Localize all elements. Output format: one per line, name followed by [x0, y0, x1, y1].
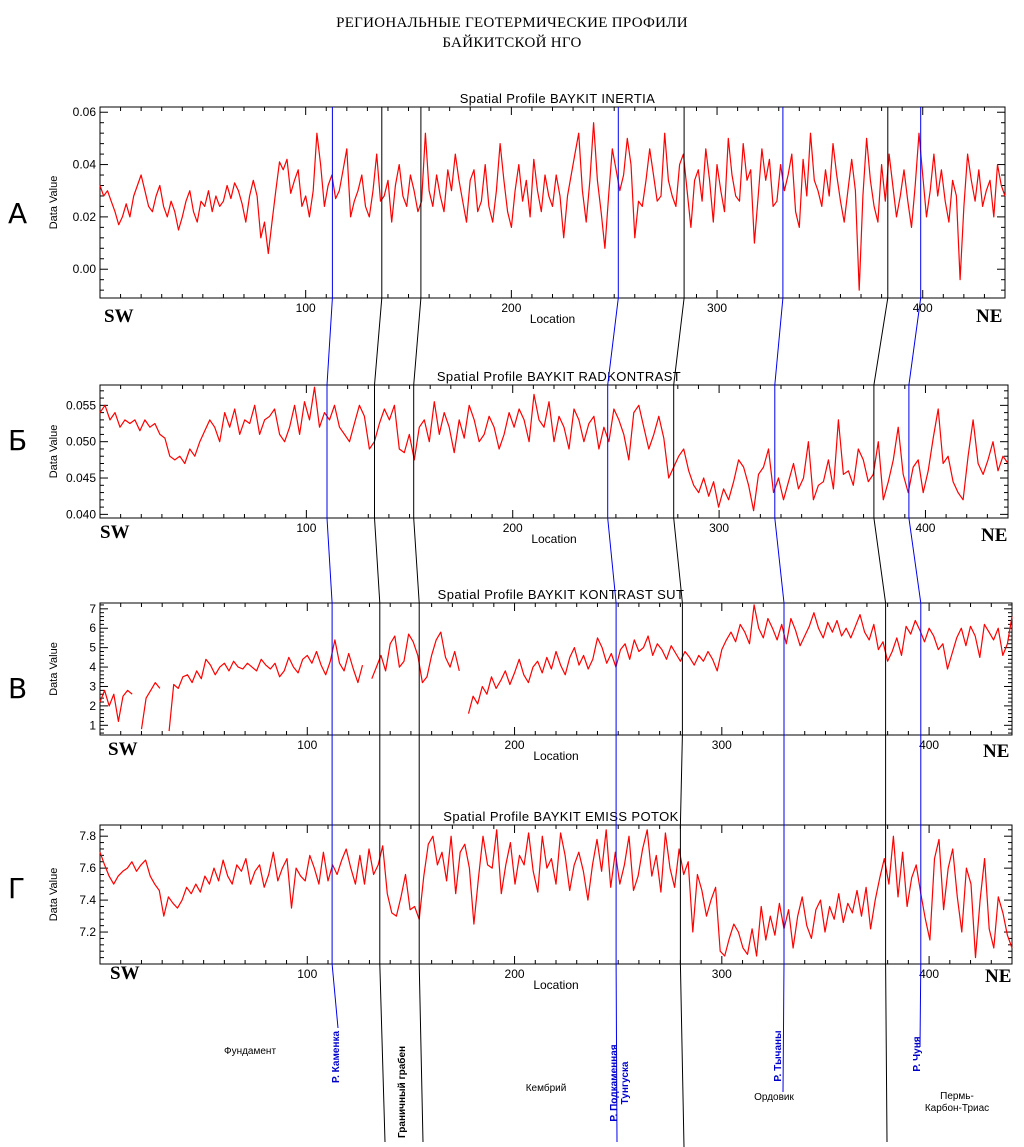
chart-title: Spatial Profile BAYKIT RADKONTRAST — [437, 369, 681, 384]
river-label-tychany: Р. Тычаны — [773, 1030, 784, 1082]
river-label-kamenka: Р. Каменка — [331, 1030, 342, 1084]
zone-label-ordovik: Ордовик — [754, 1092, 794, 1103]
y-tick-label: 1 — [89, 718, 96, 732]
x-tick-label: 400 — [919, 738, 939, 752]
panel-3: Spatial Profile BAYKIT KONTRAST SUT 1 2 3 4 5… — [48, 587, 1013, 763]
y-tick-label: 7.2 — [79, 925, 96, 939]
sw-label-b: SW — [100, 522, 130, 543]
boundary-line-2 — [374, 107, 386, 1143]
series-line-1 — [99, 604, 1013, 732]
chart-title: Spatial Profile BAYKIT INERTIA — [460, 91, 656, 106]
ne-label-a: NE — [976, 306, 1003, 327]
x-tick-label: 100 — [297, 738, 317, 752]
zone-label-fundament: Фундамент — [223, 1046, 277, 1057]
river-line-4 — [607, 107, 619, 1143]
x-tick-label: 100 — [297, 967, 317, 981]
y-axis-label: Data Value — [48, 176, 60, 230]
x-tick-label: 200 — [505, 738, 525, 752]
plot-frame — [99, 602, 1013, 736]
boundary-line-5 — [673, 107, 685, 1147]
y-tick-label: 0.040 — [66, 507, 96, 521]
y-tick-label: 7.4 — [79, 893, 96, 907]
x-axis-label: Location — [530, 312, 575, 326]
y-tick-label: 0.00 — [73, 262, 97, 276]
y-tick-label: 0.04 — [73, 158, 97, 172]
x-tick-label: 300 — [712, 967, 732, 981]
sw-label-v: SW — [108, 739, 138, 760]
chart-title: Spatial Profile BAYKIT KONTRAST SUT — [438, 587, 685, 602]
series-line-1 — [99, 829, 1013, 959]
river-line-6 — [774, 107, 785, 1093]
x-axis-label: Location — [533, 978, 578, 992]
panel-letter-v: В — [8, 672, 28, 705]
panel-2: Spatial Profile BAYKIT RADKONTRAST 0.040 0… — [48, 369, 1009, 546]
x-tick-label: 400 — [919, 967, 939, 981]
x-tick-label: 100 — [296, 301, 316, 315]
x-tick-label: 200 — [501, 301, 521, 315]
y-axis-label: Data Value — [48, 868, 60, 922]
panel-4: Spatial Profile BAYKIT EMISS POTOK 7.2 7.4… — [48, 809, 1013, 992]
x-tick-label: 300 — [709, 521, 729, 535]
boundary-line-7 — [873, 107, 889, 1143]
series-line-1 — [99, 386, 1009, 512]
x-axis-label: Location — [531, 532, 576, 546]
ne-label-b: NE — [981, 525, 1008, 546]
y-tick-label: 7 — [89, 602, 96, 616]
y-tick-label: 7.8 — [79, 829, 96, 843]
y-tick-label: 0.06 — [73, 105, 97, 119]
river-line-8 — [908, 107, 922, 1048]
y-tick-label: 0.050 — [66, 435, 96, 449]
y-axis-label: Data Value — [48, 425, 60, 479]
x-tick-label: 400 — [913, 301, 933, 315]
chart-title: Spatial Profile BAYKIT EMISS POTOK — [443, 809, 678, 824]
zone-label-kembriy: Кембрий — [525, 1083, 567, 1094]
x-tick-label: 200 — [505, 967, 525, 981]
river-line-1 — [326, 107, 339, 1029]
y-axis-label: Data Value — [48, 642, 60, 696]
y-tick-label: 0.045 — [66, 471, 96, 485]
series-line-1 — [99, 122, 1006, 291]
x-tick-label: 200 — [503, 521, 523, 535]
x-tick-label: 300 — [712, 738, 732, 752]
river-label-podkamennaya-tunguska: Р. Подкаменная Тунгуска — [609, 1044, 631, 1122]
x-tick-label: 300 — [707, 301, 727, 315]
x-tick-label: 100 — [296, 521, 316, 535]
panel-letter-a: А — [8, 197, 28, 230]
panel-1: Spatial Profile BAYKIT INERTIA 0.00 0.02 0.… — [48, 91, 1006, 326]
plot-frame — [99, 384, 1009, 519]
panel-letter-g: Г — [8, 872, 26, 905]
figure-title-line2: БАЙКИТСКОЙ НГО — [442, 35, 582, 51]
panel-letter-b: Б — [8, 424, 28, 457]
boundary-label-graben: Граничный грабен — [397, 1045, 408, 1138]
ne-label-v: NE — [983, 741, 1010, 762]
boundary-line-3 — [413, 107, 424, 1143]
figure-title-line1: РЕГИОНАЛЬНЫЕ ГЕОТЕРМИЧЕСКИЕ ПРОФИЛИ — [336, 15, 688, 31]
y-tick-label: 2 — [89, 699, 96, 713]
plot-frame — [99, 824, 1013, 965]
y-tick-label: 5 — [89, 641, 96, 655]
y-tick-label: 4 — [89, 660, 96, 674]
y-tick-label: 7.6 — [79, 861, 96, 875]
river-label-chunya: Р. Чуня — [912, 1036, 923, 1072]
sw-label-g: SW — [110, 963, 140, 984]
chart-panels: Spatial Profile BAYKIT INERTIA 0.00 0.02 0.… — [48, 91, 1013, 992]
zone-label-perm-karbon-trias: Пермь-Карбон-Триас — [924, 1091, 990, 1114]
x-axis-label: Location — [533, 749, 578, 763]
y-tick-label: 3 — [89, 679, 96, 693]
sw-label-a: SW — [104, 306, 134, 327]
y-tick-label: 6 — [89, 621, 96, 635]
ne-label-g: NE — [985, 966, 1012, 987]
x-tick-label: 400 — [915, 521, 935, 535]
y-tick-label: 0.02 — [73, 210, 97, 224]
y-tick-label: 0.055 — [66, 398, 96, 412]
profile-connector-lines — [326, 107, 922, 1147]
